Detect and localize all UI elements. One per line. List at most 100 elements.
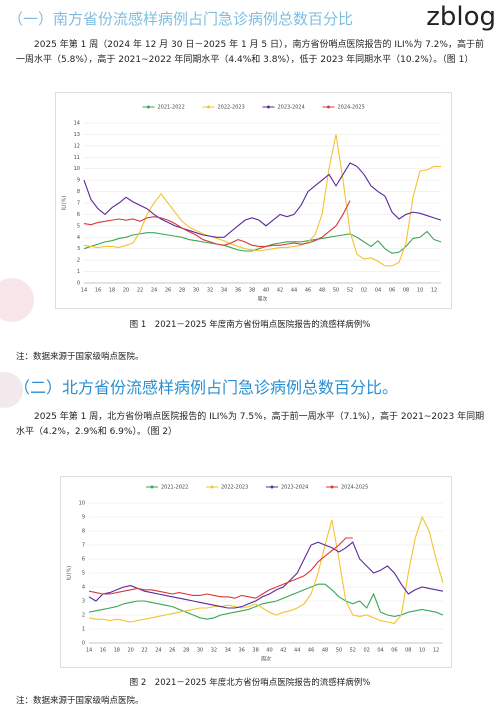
y-axis-label: ILI(%) <box>62 196 68 210</box>
x-tick-label: 22 <box>141 648 147 654</box>
x-tick-label: 18 <box>114 648 120 654</box>
heading: （二）北方省份流感样病例占门急诊病例总数百分比。 <box>14 378 399 397</box>
y-tick-label: 5 <box>77 223 80 229</box>
caption: 图 2 2021－2025 年度北方省份哨点医院报告的流感样病例% <box>129 678 371 688</box>
y-tick-label: 3 <box>77 246 80 252</box>
x-tick-label: 22 <box>137 288 143 294</box>
x-tick-label: 32 <box>211 648 217 654</box>
x-tick-label: 12 <box>431 288 437 294</box>
y-tick-label: 13 <box>74 132 80 138</box>
x-tick-label: 12 <box>433 648 439 654</box>
series-line <box>83 162 442 238</box>
x-tick-label: 08 <box>405 648 411 654</box>
x-axis-label: 周次 <box>261 656 271 663</box>
legend-label: 2022-2023 <box>221 485 248 491</box>
y-tick-label: 3 <box>82 599 85 605</box>
x-tick-label: 42 <box>280 648 286 654</box>
y-axis-label: ILI(%) <box>67 566 73 580</box>
x-tick-label: 26 <box>169 648 175 654</box>
y-tick-label: 10 <box>74 166 80 172</box>
y-tick-label: 0 <box>82 641 85 647</box>
x-tick-label: 48 <box>319 288 325 294</box>
series-line <box>83 134 441 267</box>
x-tick-label: 46 <box>305 288 311 294</box>
x-tick-label: 32 <box>207 288 213 294</box>
legend-marker <box>270 485 274 489</box>
y-tick-label: 0 <box>77 281 80 287</box>
x-tick-label: 42 <box>277 288 283 294</box>
heading: （一）南方省份流感样病例占门急诊病例总数百分比 <box>8 10 354 28</box>
y-tick-label: 9 <box>77 178 80 184</box>
y-tick-label: 8 <box>82 529 85 535</box>
x-tick-label: 14 <box>81 288 87 294</box>
legend-label: 2022-2023 <box>218 105 245 111</box>
x-tick-label: 28 <box>179 288 185 294</box>
paragraph: 2025 年第 1 周，北方省份哨点医院报告的 ILI%为 7.5%，高于前一周… <box>16 412 485 437</box>
x-tick-label: 26 <box>165 288 171 294</box>
x-tick-label: 40 <box>263 288 269 294</box>
y-tick-label: 6 <box>77 212 80 218</box>
x-tick-label: 08 <box>403 288 409 294</box>
legend-marker <box>210 485 214 489</box>
series-line <box>83 230 442 254</box>
legend-label: 2024-2025 <box>341 485 368 491</box>
x-tick-label: 02 <box>361 288 367 294</box>
series-line <box>88 515 444 625</box>
caption: 图 1 2021－2025 年度南方省份哨点医院报告的流感样病例% <box>129 320 371 330</box>
y-tick-label: 2 <box>82 613 85 619</box>
x-axis-label: 周次 <box>257 296 267 303</box>
x-tick-label: 46 <box>308 648 314 654</box>
x-tick-label: 38 <box>252 648 258 654</box>
x-tick-label: 44 <box>291 288 297 294</box>
x-tick-label: 14 <box>86 648 92 654</box>
legend-marker <box>147 105 150 109</box>
watermark: zblog <box>426 2 496 32</box>
y-tick-label: 4 <box>77 235 80 241</box>
x-tick-label: 24 <box>151 288 157 294</box>
x-tick-label: 06 <box>389 288 395 294</box>
x-tick-label: 50 <box>333 288 339 294</box>
x-tick-label: 04 <box>377 648 383 654</box>
x-tick-label: 34 <box>221 288 227 294</box>
x-tick-label: 44 <box>294 648 300 654</box>
x-tick-label: 28 <box>183 648 189 654</box>
decoration <box>0 278 34 408</box>
y-tick-label: 5 <box>82 571 85 577</box>
y-tick-label: 14 <box>74 121 80 127</box>
y-tick-label: 4 <box>82 585 85 591</box>
x-tick-label: 30 <box>193 288 199 294</box>
note: 注：数据来源于国家级哨点医院。 <box>16 696 144 706</box>
x-tick-label: 48 <box>322 648 328 654</box>
legend-marker <box>207 105 210 109</box>
y-tick-label: 10 <box>79 501 85 507</box>
series-line <box>88 537 353 599</box>
x-tick-label: 10 <box>419 648 425 654</box>
x-tick-label: 36 <box>235 288 241 294</box>
y-tick-label: 2 <box>77 258 80 264</box>
y-tick-label: 1 <box>82 627 85 633</box>
legend-label: 2023-2024 <box>281 485 308 491</box>
legend-label: 2021-2022 <box>161 485 188 491</box>
paragraph: 2025 年第 1 周（2024 年 12 月 30 日－2025 年 1 月 … <box>16 40 484 65</box>
x-tick-label: 52 <box>350 648 356 654</box>
x-tick-label: 10 <box>417 288 423 294</box>
y-tick-label: 6 <box>82 557 85 563</box>
y-tick-label: 11 <box>74 155 80 161</box>
x-tick-label: 06 <box>391 648 397 654</box>
x-tick-label: 16 <box>100 648 106 654</box>
x-tick-label: 20 <box>127 648 133 654</box>
y-tick-label: 12 <box>74 143 80 149</box>
legend-marker <box>330 485 334 489</box>
x-tick-label: 38 <box>249 288 255 294</box>
x-tick-label: 36 <box>239 648 245 654</box>
legend-label: 2021-2022 <box>158 105 185 111</box>
x-tick-label: 40 <box>266 648 272 654</box>
series-line <box>83 200 351 247</box>
legend-marker <box>267 105 270 109</box>
x-tick-label: 02 <box>363 648 369 654</box>
x-tick-label: 16 <box>95 288 101 294</box>
series-line <box>88 583 444 620</box>
y-tick-label: 7 <box>77 201 80 207</box>
